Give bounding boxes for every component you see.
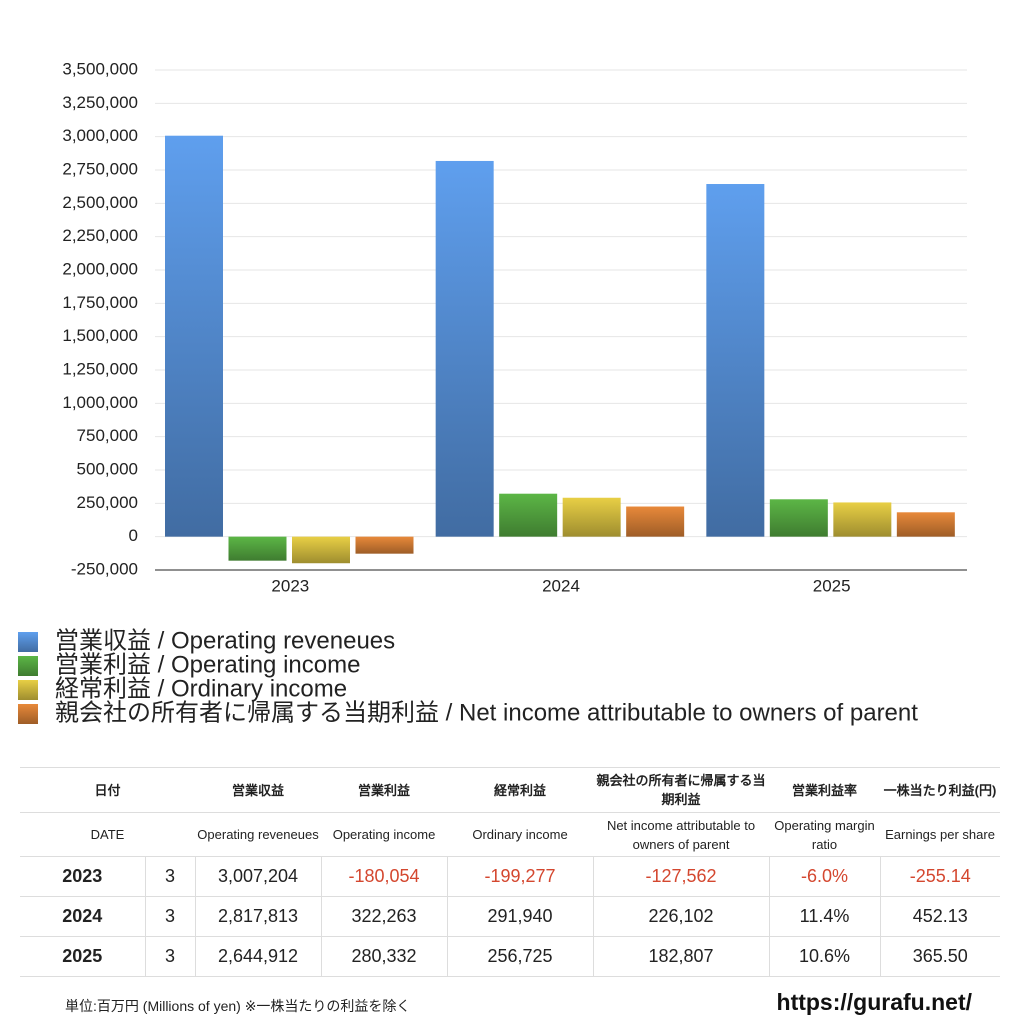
bar: [292, 536, 350, 564]
table-cell: 182,807: [592, 936, 770, 977]
table-cell: -6.0%: [768, 856, 881, 897]
y-tick-label: 1,750,000: [62, 293, 138, 312]
table-cell: -255.14: [879, 856, 1001, 897]
footer-note: 単位:百万円 (Millions of yen) ※一株当たりの利益を除く: [65, 998, 411, 1014]
table-row: DATE Operating reveneues Operating income O…: [20, 812, 1001, 857]
bar: [833, 502, 892, 537]
legend-label: 営業収益 / Operating reveneues: [55, 627, 395, 654]
table-cell: 10.6%: [768, 936, 881, 977]
bar: [228, 536, 287, 561]
table-cell: 2025: [20, 936, 146, 977]
footer-url: https://gurafu.net/: [776, 989, 972, 1015]
legend-swatch: [18, 680, 38, 700]
table-cell: 3: [144, 856, 196, 897]
x-tick-label: 2023: [271, 576, 309, 595]
table-row: 2024 3 2,817,813 322,263 291,940 226,102 11.4%…: [20, 896, 1001, 937]
table-cell: -127,562: [592, 856, 770, 897]
table-cell: 256,725: [446, 936, 594, 977]
bar: [769, 499, 828, 537]
y-tick-label: 500,000: [77, 459, 138, 478]
table-cell: Ordinary income: [447, 812, 594, 857]
legend-swatch: [18, 704, 38, 724]
bar: [562, 497, 621, 537]
y-tick-label: 2,750,000: [62, 159, 138, 178]
y-tick-label: 3,250,000: [62, 93, 138, 112]
bar: [896, 512, 955, 537]
legend-label: 経常利益 / Ordinary income: [55, 675, 347, 702]
table-cell: -199,277: [446, 856, 594, 897]
legend-swatch: [18, 656, 38, 676]
legend-label: 親会社の所有者に帰属する当期利益 / Net income attributab…: [55, 699, 918, 726]
table-cell: 226,102: [592, 896, 770, 937]
y-tick-label: 3,000,000: [62, 126, 138, 145]
table-cell: 営業収益: [195, 767, 322, 813]
table-cell: 322,263: [320, 896, 448, 937]
table-cell: 452.13: [879, 896, 1001, 937]
table-row: 2025 3 2,644,912 280,332 256,725 182,807 10.6%…: [20, 936, 1001, 977]
table-cell: 3: [144, 896, 196, 937]
y-tick-label: 2,250,000: [62, 226, 138, 245]
table-row: 日付 営業収益 営業利益 経常利益 親会社の所有者に帰属する当期利益 営業利益率 一株当たり…: [20, 767, 1001, 813]
table-cell: DATE: [20, 812, 196, 857]
y-tick-label: 0: [129, 526, 138, 545]
bar: [706, 184, 765, 537]
table-cell: 3: [144, 936, 196, 977]
table-cell: Net income attributable to owners of par…: [593, 812, 770, 857]
y-tick-label: 3,500,000: [62, 59, 138, 78]
x-tick-label: 2024: [542, 576, 580, 595]
table-cell: 日付: [20, 767, 196, 813]
y-tick-label: 250,000: [77, 493, 138, 512]
legend-swatch: [18, 632, 38, 652]
y-tick-label: 2,500,000: [62, 193, 138, 212]
y-tick-label: 1,250,000: [62, 359, 138, 378]
table-row: 2023 3 3,007,204 -180,054 -199,277 -127,562 -6…: [20, 856, 1001, 897]
table-cell: Earnings per share: [880, 812, 1001, 857]
table-cell: 親会社の所有者に帰属する当期利益: [593, 767, 770, 813]
bar: [165, 135, 223, 537]
data-table: 日付 営業収益 営業利益 経常利益 親会社の所有者に帰属する当期利益 営業利益率 一株当たり…: [20, 767, 1001, 977]
table-cell: 365.50: [879, 936, 1001, 977]
bar: [499, 493, 558, 537]
table-cell: 291,940: [446, 896, 594, 937]
x-tick-label: 2025: [813, 576, 851, 595]
y-tick-label: 2,000,000: [62, 259, 138, 278]
table-cell: 2024: [20, 896, 146, 937]
table-cell: Operating reveneues: [195, 812, 322, 857]
table-cell: 経常利益: [447, 767, 594, 813]
table-cell: 11.4%: [768, 896, 881, 937]
table-cell: 2,817,813: [194, 896, 322, 937]
table-cell: -180,054: [320, 856, 448, 897]
bar: [355, 536, 414, 554]
table-cell: 営業利益率: [769, 767, 881, 813]
table-cell: 280,332: [320, 936, 448, 977]
bar: [626, 506, 685, 537]
table-cell: 2,644,912: [194, 936, 322, 977]
y-tick-label: 1,000,000: [62, 393, 138, 412]
y-tick-label: 1,500,000: [62, 326, 138, 345]
table-cell: 2023: [20, 856, 146, 897]
legend-label: 営業利益 / Operating income: [55, 651, 360, 678]
chart: -250,000 0 250,000 500,000 750,000 1,000,000 1…: [18, 59, 967, 726]
y-tick-label: 750,000: [77, 426, 138, 445]
bar: [435, 160, 494, 537]
table-cell: Operating income: [321, 812, 448, 857]
table-cell: 一株当たり利益(円): [880, 767, 1001, 813]
table-cell: Operating margin ratio: [769, 812, 881, 857]
y-tick-label: -250,000: [71, 559, 138, 578]
table-cell: 営業利益: [321, 767, 448, 813]
table-cell: 3,007,204: [194, 856, 322, 897]
